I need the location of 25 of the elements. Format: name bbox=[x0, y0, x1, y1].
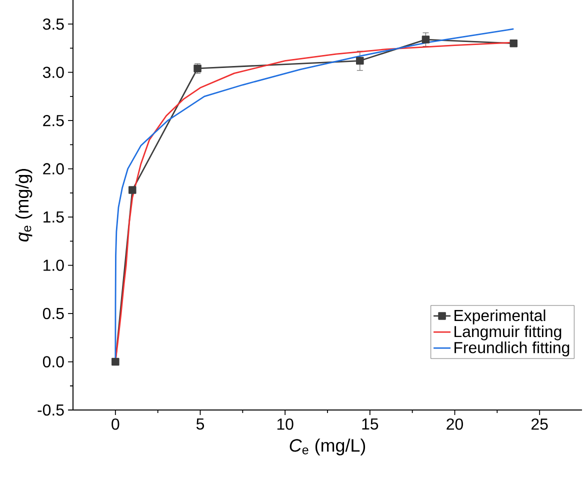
legend-label: Langmuir fitting bbox=[454, 325, 562, 340]
y-tick-label: -0.5 bbox=[38, 404, 64, 416]
legend-label: Freundlich fitting bbox=[454, 342, 570, 356]
y-tick-label: 3.0 bbox=[42, 66, 64, 78]
y-tick-label: 2.0 bbox=[43, 163, 64, 174]
x-tick-label: 10 bbox=[277, 418, 294, 430]
y-tick-label: 2.5 bbox=[43, 114, 64, 126]
x-tick-label: 15 bbox=[362, 418, 378, 430]
x-tick-label: 5 bbox=[196, 418, 204, 430]
point bbox=[112, 358, 120, 366]
x-axis-title: C$_{e}$ (mg/L) bbox=[290, 438, 366, 456]
y-tick-label: 3.5 bbox=[42, 18, 64, 30]
y-axis-title: q$_{e}$ (mg/g) bbox=[15, 168, 32, 242]
point bbox=[128, 186, 136, 194]
point bbox=[422, 36, 430, 44]
y-tick-label: 0.5 bbox=[42, 308, 64, 320]
x-tick-label: 0 bbox=[112, 418, 120, 430]
point bbox=[356, 56, 364, 65]
x-tick-label: 20 bbox=[446, 418, 463, 430]
y-tick-label: 1.5 bbox=[44, 211, 64, 223]
y-tick-label: 0.0 bbox=[42, 356, 64, 368]
y-tick-label: 1.0 bbox=[44, 260, 64, 271]
x-tick-label: 25 bbox=[532, 418, 548, 430]
legend-label: Experimental bbox=[454, 309, 546, 324]
point bbox=[510, 40, 518, 48]
